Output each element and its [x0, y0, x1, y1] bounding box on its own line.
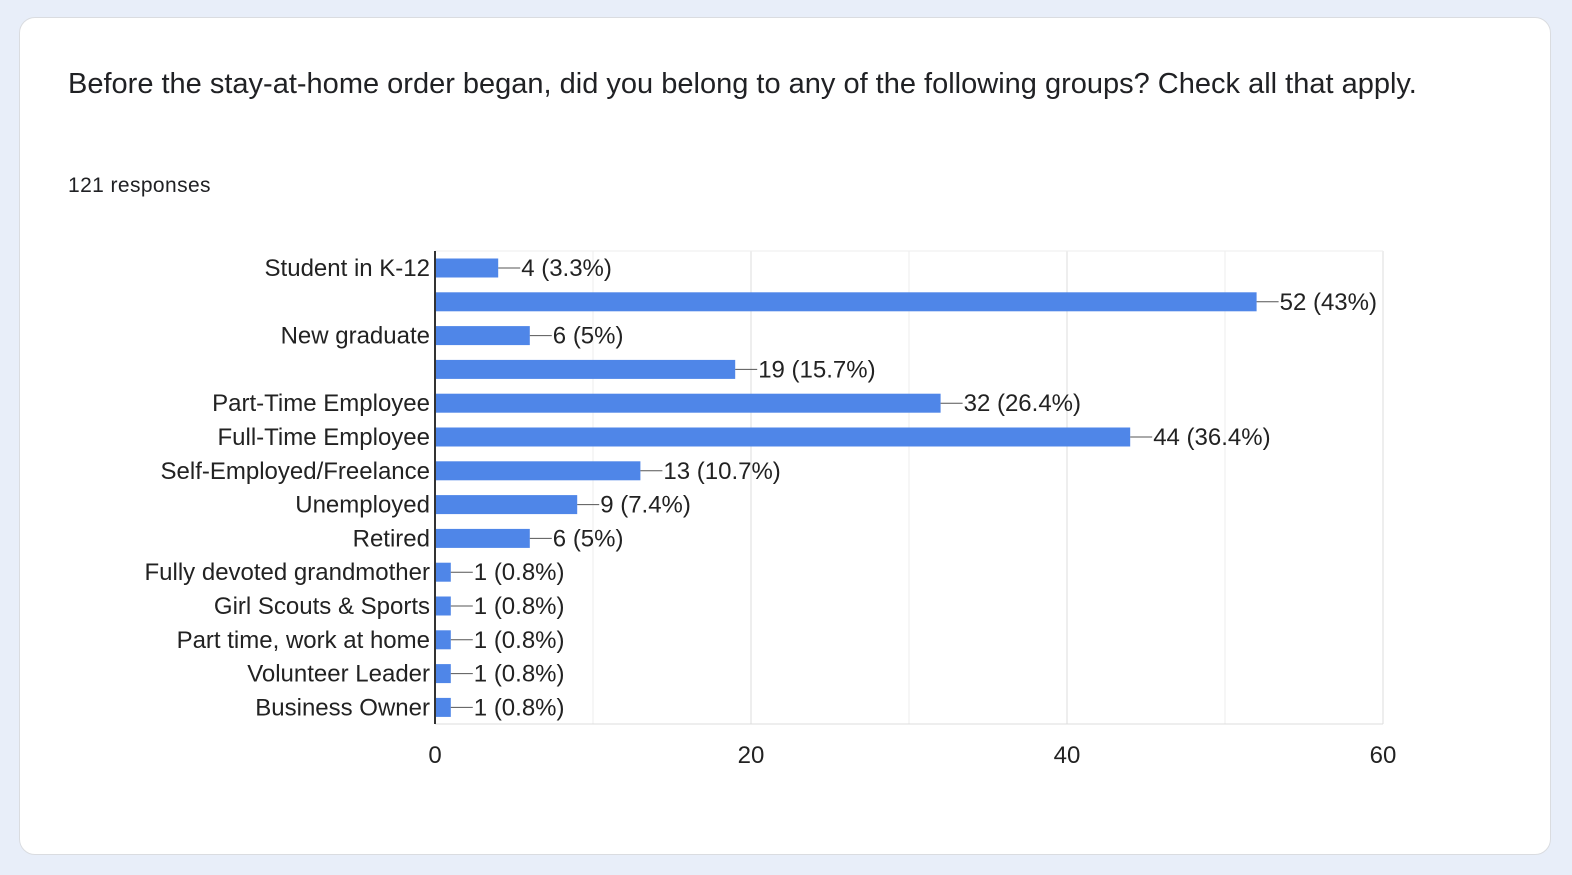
bar	[436, 461, 641, 481]
data-label: 1 (0.8%)	[474, 559, 565, 586]
bar	[436, 596, 451, 616]
data-label: 19 (15.7%)	[758, 356, 875, 383]
category-label: Fully devoted grandmother	[145, 559, 431, 586]
x-tick-label: 40	[1054, 742, 1081, 769]
bar	[436, 427, 1131, 447]
x-tick-label: 60	[1370, 742, 1397, 769]
category-label: Business Owner	[255, 694, 430, 721]
bar	[436, 359, 736, 379]
data-label: 1 (0.8%)	[474, 627, 565, 654]
bar	[436, 528, 530, 548]
response-count: 121 responses	[68, 174, 211, 197]
data-label: 6 (5%)	[553, 323, 624, 350]
category-label: Part-Time Employee	[212, 390, 430, 417]
response-card: Before the stay-at-home order began, did…	[19, 17, 1551, 855]
category-label: Retired	[353, 525, 430, 552]
bar	[436, 326, 530, 346]
bar	[436, 630, 451, 650]
category-label: Student in K-12	[265, 255, 430, 282]
data-label: 1 (0.8%)	[474, 593, 565, 620]
bar	[436, 697, 451, 717]
category-label: Volunteer Leader	[247, 661, 430, 688]
bar	[436, 562, 451, 582]
question-title: Before the stay-at-home order began, did…	[68, 68, 1417, 100]
x-tick-label: 20	[738, 742, 765, 769]
x-tick-label: 0	[428, 742, 441, 769]
bar	[436, 292, 1257, 312]
category-label: Part time, work at home	[177, 627, 430, 654]
category-label: Unemployed	[295, 492, 430, 519]
data-label: 1 (0.8%)	[474, 694, 565, 721]
category-label: Self-Employed/Freelance	[161, 458, 430, 485]
data-label: 44 (36.4%)	[1153, 424, 1270, 451]
bar	[436, 495, 578, 515]
data-label: 9 (7.4%)	[600, 492, 691, 519]
data-label: 13 (10.7%)	[663, 458, 780, 485]
data-label: 32 (26.4%)	[964, 390, 1081, 417]
bar	[436, 258, 499, 278]
data-label: 4 (3.3%)	[521, 255, 612, 282]
category-label: Girl Scouts & Sports	[214, 593, 430, 620]
bar	[436, 664, 451, 684]
data-label: 52 (43%)	[1280, 289, 1377, 316]
data-label: 6 (5%)	[553, 525, 624, 552]
data-label: 1 (0.8%)	[474, 661, 565, 688]
bar	[436, 393, 941, 413]
category-label: New graduate	[281, 323, 430, 350]
category-label: Full-Time Employee	[218, 424, 431, 451]
